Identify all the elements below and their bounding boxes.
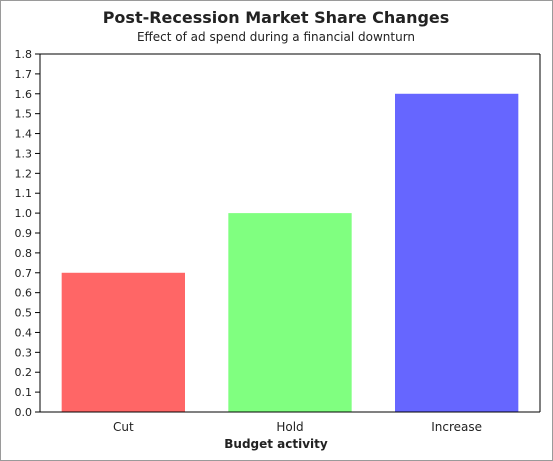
y-tick-label: 0.6 [15,287,33,300]
x-axis-title: Budget activity [224,437,328,451]
x-tick-label: Cut [113,420,134,434]
y-tick-label: 1.6 [15,88,33,101]
y-tick-label: 1.5 [15,108,33,121]
chart-title: Post-Recession Market Share Changes [103,8,450,27]
y-tick-label: 1.7 [15,68,33,81]
y-tick-label: 0.2 [15,366,33,379]
y-tick-label: 0.1 [15,386,33,399]
y-tick-label: 0.9 [15,227,33,240]
x-tick-label: Hold [276,420,303,434]
y-tick-label: 1.4 [15,128,33,141]
y-tick-label: 0.3 [15,346,33,359]
bar-increase [395,93,519,413]
y-tick-label: 0.8 [15,247,33,260]
y-tick-label: 1.3 [15,147,33,160]
x-tick-label: Increase [431,420,482,434]
bar-hold [228,213,352,412]
y-tick-label: 1.1 [15,187,33,200]
y-tick-label: 1.2 [15,167,33,180]
y-tick-label: 1.8 [15,48,33,61]
y-tick-label: 0.7 [15,267,33,280]
y-tick-label: 0.5 [15,307,33,320]
y-tick-label: 0.0 [15,406,33,419]
bar-cut [61,272,185,412]
y-tick-label: 1.0 [15,207,33,220]
y-tick-label: 0.4 [15,326,33,339]
chart-subtitle: Effect of ad spend during a financial do… [137,30,415,44]
